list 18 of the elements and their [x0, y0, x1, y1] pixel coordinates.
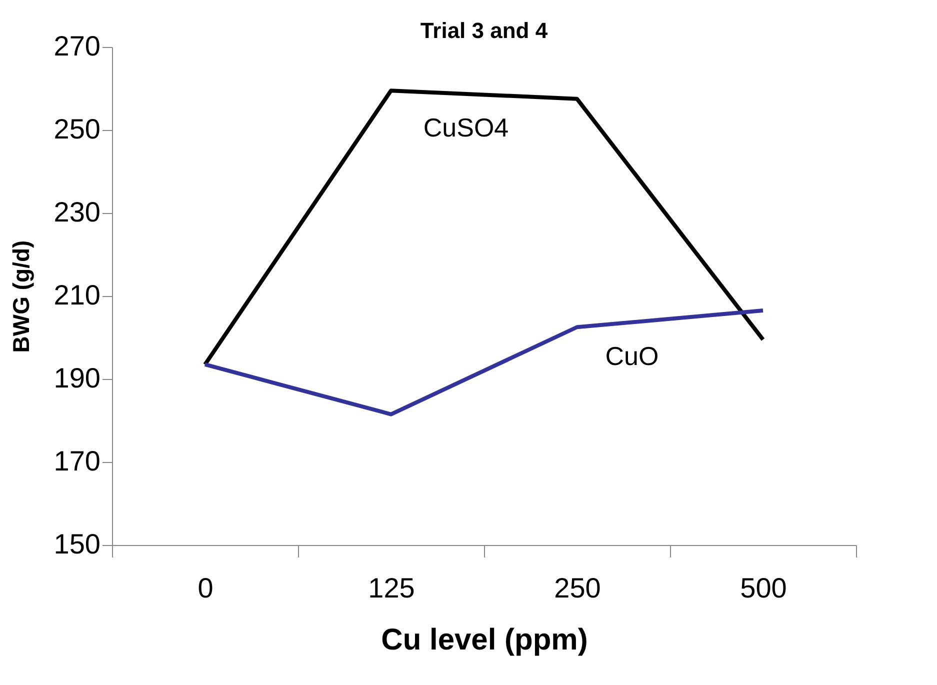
series-label: CuO [605, 341, 659, 372]
x-axis-title: Cu level (ppm) [381, 624, 588, 656]
x-tick-label: 0 [198, 572, 214, 604]
y-tick-label: 250 [54, 114, 100, 144]
x-tick-label: 500 [740, 572, 787, 604]
y-tick-label: 270 [54, 30, 100, 62]
x-tick-label: 250 [554, 572, 601, 604]
y-tick-label: 210 [54, 280, 100, 310]
y-tick-label: 230 [54, 196, 100, 228]
y-tick-label: 190 [54, 362, 100, 394]
y-axis-title: BWG (g/d) [8, 240, 34, 353]
y-tick-label: 170 [54, 446, 100, 476]
line-series [203, 308, 765, 416]
x-tick-label: 125 [368, 572, 415, 604]
line-series [203, 88, 765, 366]
y-tick-label: 150 [54, 528, 100, 560]
chart-title: Trial 3 and 4 [420, 18, 548, 43]
series-label: CuSO4 [423, 112, 509, 143]
